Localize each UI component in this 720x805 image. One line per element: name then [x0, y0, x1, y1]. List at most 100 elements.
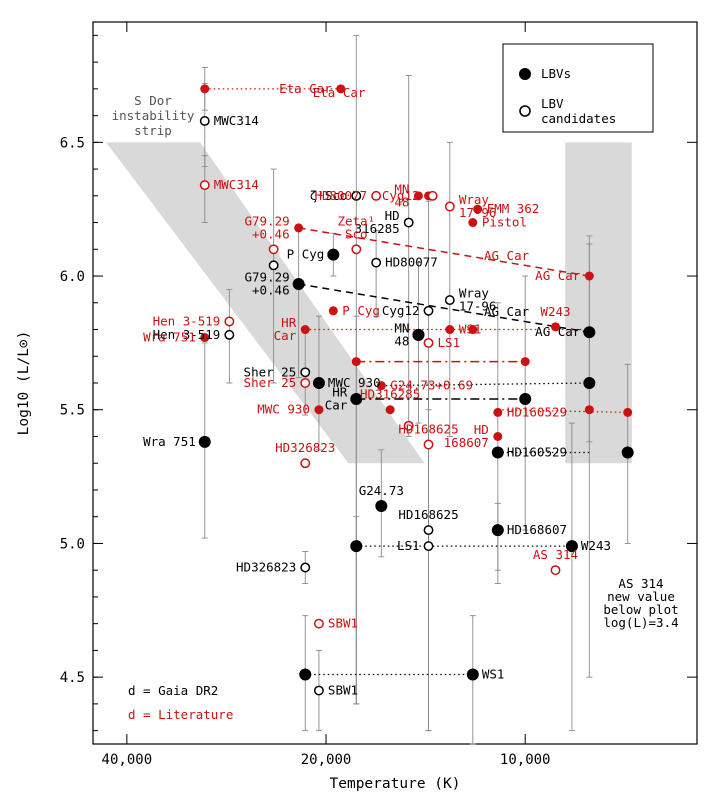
point-gaia-dr2-hd80077 — [371, 257, 382, 268]
label-literature-hr-car: HR — [281, 315, 297, 330]
label-literature-hd168607: HD — [474, 422, 489, 437]
point-literature-cyg12-open — [427, 190, 438, 201]
label-gaia-dr2-cyg12: Cyg12 — [382, 303, 420, 318]
point-gaia-dr2-wra-751 — [198, 435, 211, 448]
point-gaia-dr2-hr-car — [350, 393, 363, 406]
label-literature-hr-car: Car — [274, 328, 297, 343]
strip-label-line: instability — [112, 108, 195, 123]
point-literature-hd316285-b — [520, 357, 530, 367]
point-gaia-dr2-g79-29-0-46 — [292, 278, 305, 291]
point-gaia-dr2-hd168625 — [423, 525, 434, 536]
label-gaia-dr2-g79-29-0-46: +0.46 — [252, 283, 290, 298]
point-literature-g24-73-0-69 — [376, 381, 386, 391]
point-gaia-dr2-w243 — [350, 540, 363, 553]
label-literature-g24-73-0-69: G24.73+0.69 — [390, 378, 473, 393]
point-literature-hd160529-cool — [584, 405, 594, 415]
point-gaia-dr2-hd160529-cool — [621, 446, 634, 459]
label-literature-g79-29-0-46: +0.46 — [252, 226, 290, 241]
point-gaia-dr2-hd160529-mid — [583, 377, 596, 389]
y-tick-label: 5.0 — [60, 536, 85, 552]
label-gaia-dr2-sbw1: SBW1 — [328, 683, 358, 698]
point-literature-wra-751 — [200, 333, 210, 343]
point-gaia-dr2-g79-29-0-46-cand — [268, 260, 279, 271]
label-literature-hd80077: HD80077 — [314, 188, 367, 203]
x-axis-label: Temperature (K) — [330, 776, 461, 792]
point-gaia-dr2-sher-25 — [300, 367, 311, 378]
strip-label-line: strip — [134, 123, 172, 138]
point-literature-wray-17-96 — [444, 201, 455, 212]
point-gaia-dr2-hen-3-519 — [224, 329, 235, 340]
as314-note: AS 314 new value below plot log(L)=3.4 — [603, 576, 678, 630]
point-literature-sher-25 — [300, 378, 311, 388]
label-literature-sbw1: SBW1 — [328, 616, 358, 631]
point-literature-hr-car-cool — [468, 325, 478, 335]
x-tick-label: 20,000 — [301, 752, 352, 768]
note-line-1: AS 314 — [618, 576, 663, 591]
y-tick-label: 6.5 — [60, 135, 85, 151]
strip-cool-strip — [565, 142, 632, 464]
x-tick-label: 10,000 — [500, 752, 551, 768]
connection-dotted-line — [381, 382, 590, 387]
key-gaia: d = Gaia DR2 — [128, 683, 218, 698]
point-gaia-dr2-hd326823 — [300, 562, 311, 573]
point-literature-mwc314 — [199, 180, 210, 191]
point-literature-mwc-930 — [314, 405, 324, 415]
label-gaia-dr2-zeta1-sco: ζ¹Sco — [310, 188, 348, 203]
legend-candidates-label-1: LBV — [541, 96, 564, 111]
y-tick-label: 5.5 — [60, 403, 85, 419]
data-points — [198, 84, 634, 696]
point-gaia-dr2-hd168607 — [491, 524, 504, 537]
connection-label-ag-car: AG Car — [484, 304, 530, 319]
label-literature-ag-car: AG Car — [535, 268, 581, 283]
y-axis-label: Log10 (L/L⊙) — [16, 331, 32, 436]
label-gaia-dr2-mwc-930: MWC 930 — [328, 375, 381, 390]
label-gaia-dr2-hd80077: HD80077 — [385, 255, 438, 270]
label-gaia-dr2-hd326823: HD326823 — [236, 560, 296, 575]
label-literature-mwc-930: MWC 930 — [257, 402, 310, 417]
point-gaia-dr2-w243-cool — [565, 540, 578, 553]
label-gaia-dr2-ls1: LS1 — [397, 538, 420, 553]
label-gaia-dr2-hr-car: HR — [332, 385, 348, 400]
point-literature-hen-3-519 — [224, 316, 235, 327]
label-literature-pistol: Pistol — [482, 215, 527, 230]
point-literature-fmm-362 — [473, 204, 483, 214]
point-gaia-dr2-ag-car — [583, 326, 596, 339]
legend-filled-marker — [519, 68, 531, 80]
y-tick-label: 6.0 — [60, 269, 85, 285]
label-literature-w243: W243 — [540, 304, 570, 319]
legend-candidates-label-2: candidates — [541, 111, 616, 126]
label-literature-hd168625-b: HD168625 — [398, 422, 458, 437]
label-literature-eta-car-cool: Eta Car — [279, 81, 332, 96]
point-literature-eta-car-cool — [336, 84, 346, 94]
label-gaia-dr2-sher-25: Sher 25 — [244, 364, 297, 379]
point-gaia-dr2-ws1 — [299, 668, 312, 681]
label-gaia-dr2-mwc314: MWC314 — [214, 113, 259, 128]
label-gaia-dr2-g24-73-0-69: G24.73 — [359, 483, 404, 498]
label-gaia-dr2-hd160529: HD160529 — [507, 445, 567, 460]
point-literature-eta-car — [200, 84, 210, 94]
legend-lbvs-label: LBVs — [541, 66, 571, 81]
tick-labels: 40,000 20,000 10,000 4.5 5.0 5.5 6.0 6.5 — [60, 22, 697, 768]
point-gaia-dr2-cyg12 — [423, 305, 434, 316]
point-literature-pistol — [468, 218, 478, 228]
point-literature-ls1 — [423, 337, 434, 348]
x-tick-label: 40,000 — [102, 752, 153, 768]
label-literature-ls1: LS1 — [438, 335, 461, 350]
label-literature-ws1: WS1 — [459, 322, 482, 337]
connection-dashed-line — [298, 283, 590, 333]
label-literature-cyg12: Cyg12 — [382, 188, 420, 203]
point-gaia-dr2-hd316285 — [403, 217, 414, 228]
point-gaia-dr2-sbw1 — [313, 685, 324, 696]
error-bars — [201, 34, 631, 745]
note-line-3: below plot — [603, 602, 678, 617]
label-gaia-dr2-hen-3-519: Hen 3-519 — [153, 327, 221, 342]
note-line-2: new value — [607, 589, 675, 604]
label-gaia-dr2-hd168607: HD168607 — [507, 522, 567, 537]
point-literature-g79-29-0-46 — [294, 223, 304, 233]
key-literature: d = Literature — [128, 707, 233, 722]
legend: LBVs LBV candidates — [502, 43, 654, 133]
label-literature-zeta1-sco: Sco — [345, 226, 368, 241]
point-literature-hr-car — [300, 325, 310, 335]
strip-label-line: S Dor — [134, 93, 172, 108]
label-literature-sher-25: Sher 25 — [244, 375, 297, 390]
